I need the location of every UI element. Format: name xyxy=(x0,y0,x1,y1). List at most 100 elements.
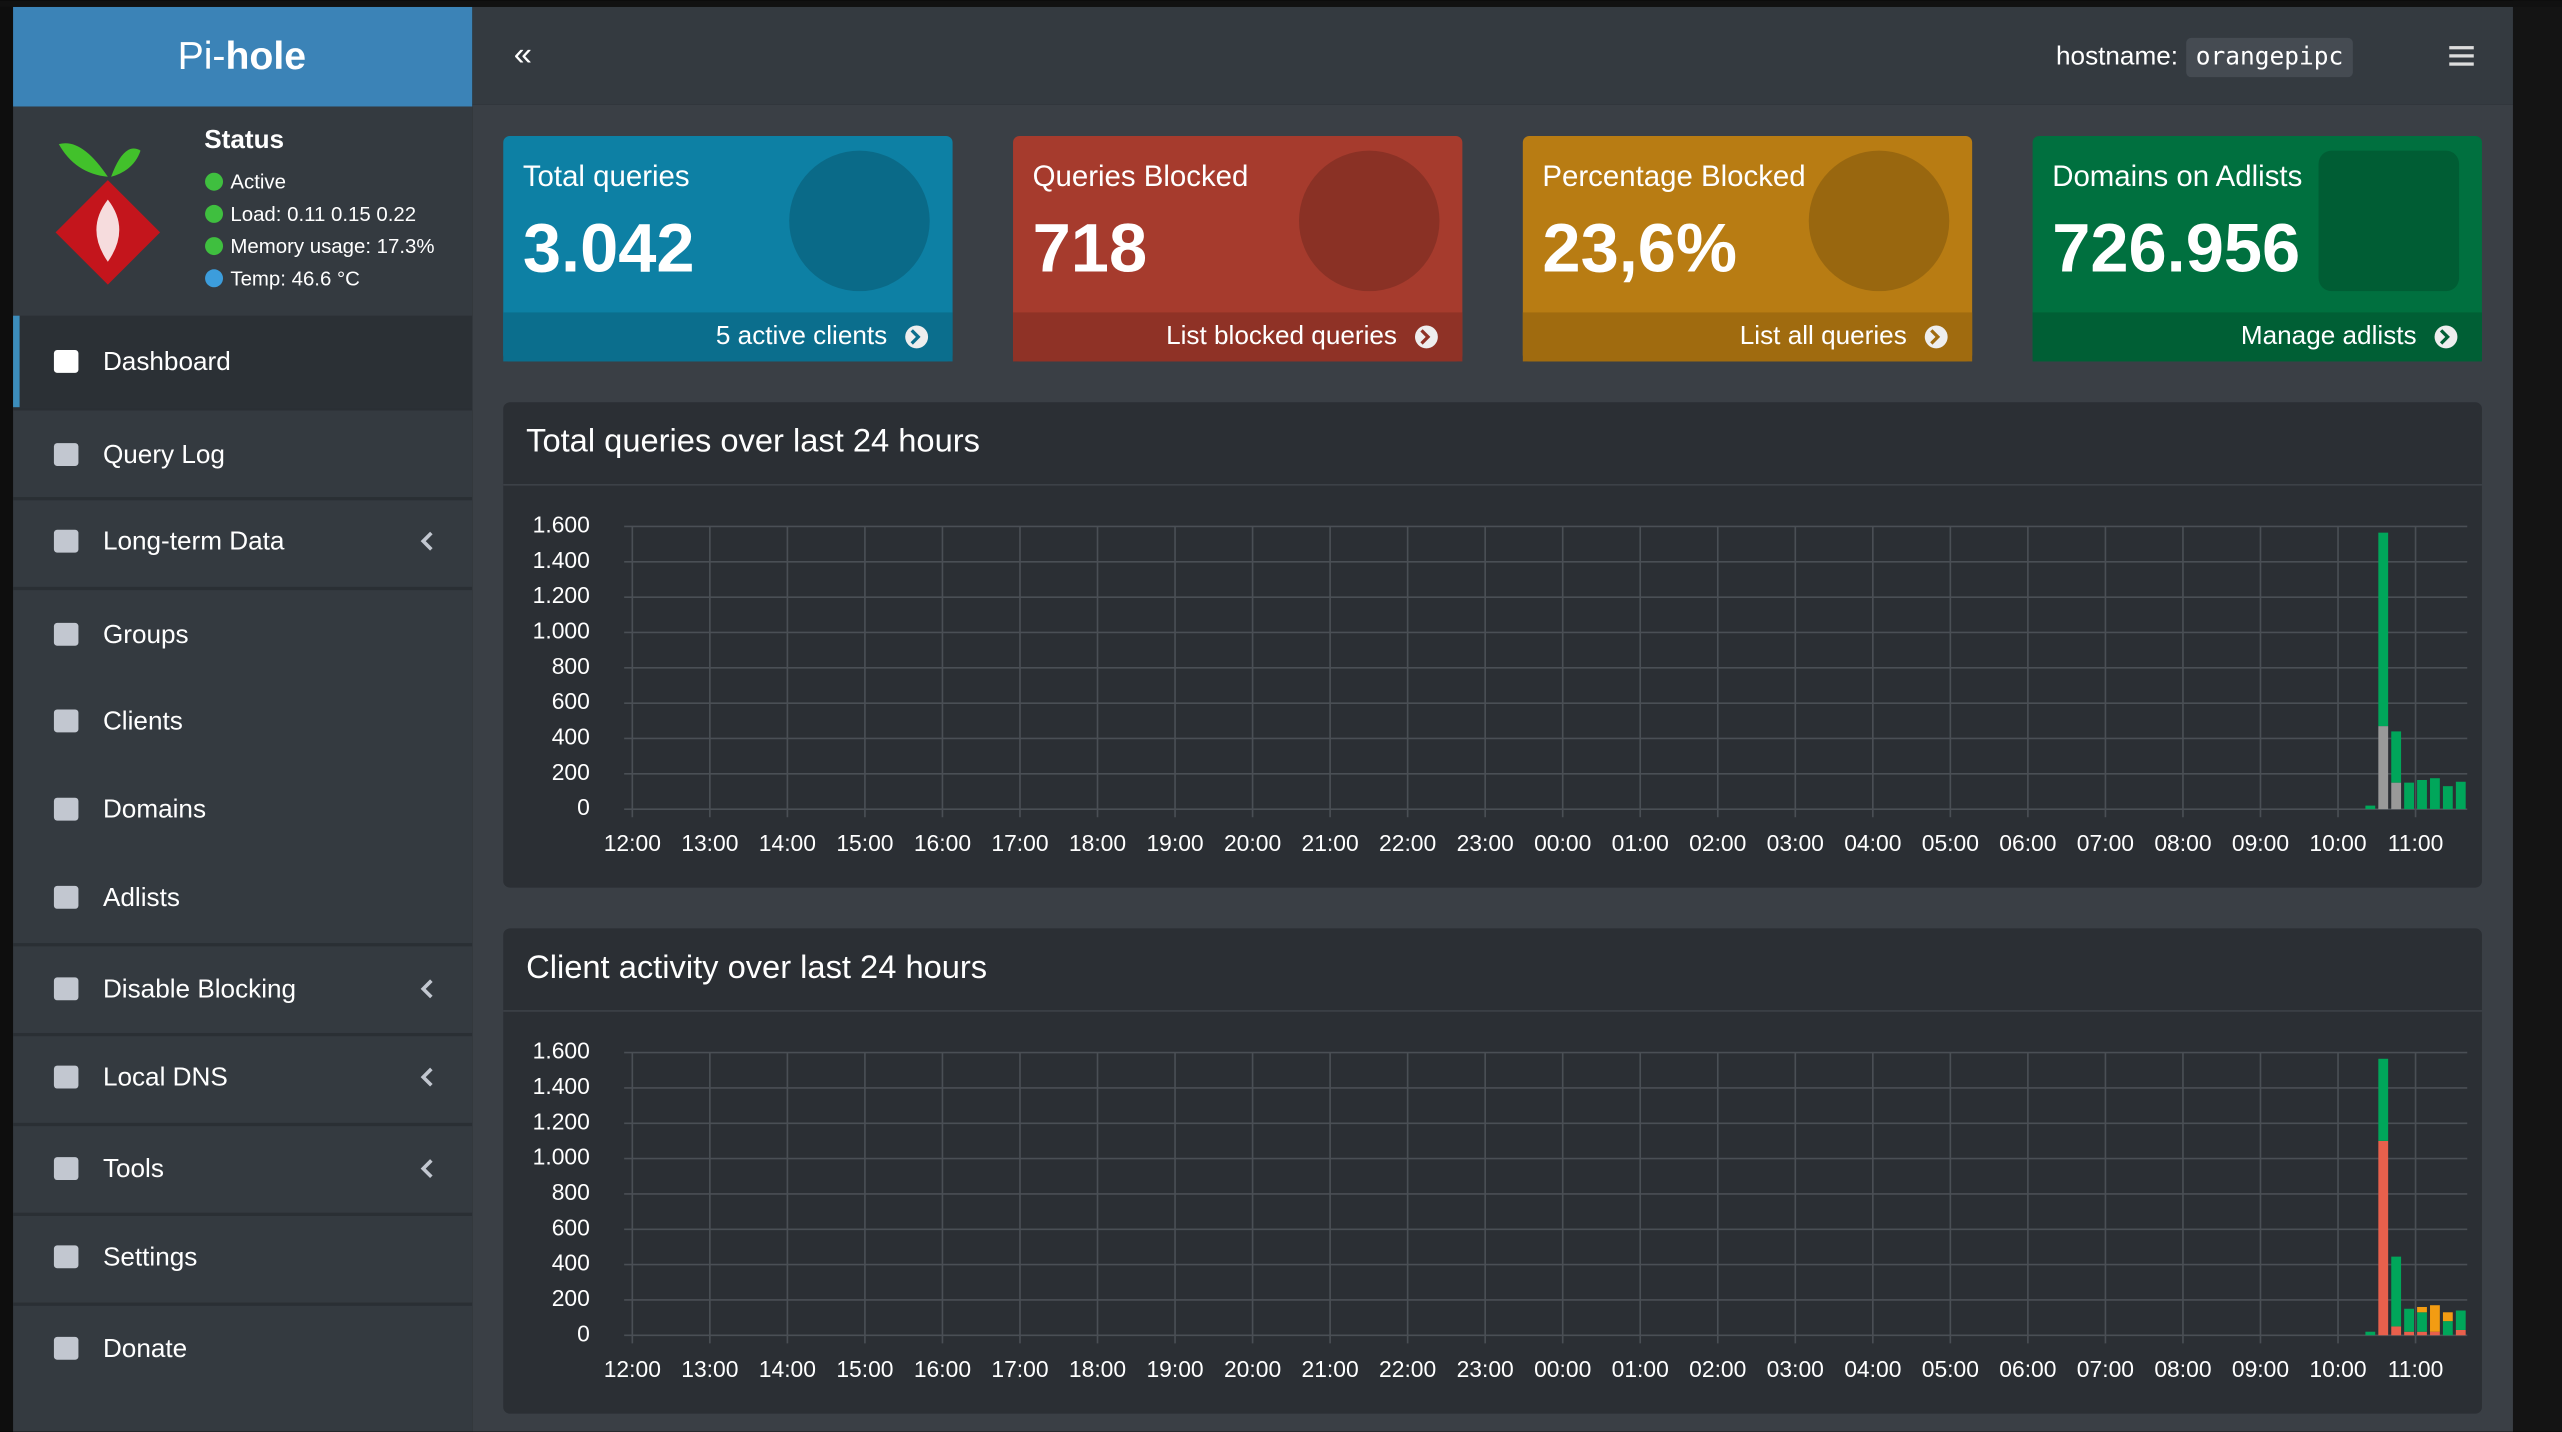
x-tick-label: 13:00 xyxy=(681,830,738,856)
card-link[interactable]: Manage adlists xyxy=(2241,320,2458,350)
status-dot xyxy=(205,204,224,223)
menu-item[interactable]: Adlists xyxy=(53,882,180,912)
status-dot xyxy=(205,237,224,256)
chevron xyxy=(420,531,433,551)
menu-icon xyxy=(53,350,79,373)
x-tick-label: 09:00 xyxy=(2232,830,2289,856)
menu-icon xyxy=(53,622,79,646)
menu-item[interactable]: Local DNS xyxy=(53,1062,433,1092)
x-tick-label: 02:00 xyxy=(1689,830,1746,856)
y-tick-label: 1.600 xyxy=(533,512,590,538)
hostname-label: hostname: xyxy=(2056,40,2178,70)
x-tick-label: 13:00 xyxy=(681,1356,738,1382)
separator xyxy=(13,1122,473,1127)
bar xyxy=(2391,1326,2402,1336)
x-tick-label: 03:00 xyxy=(1767,830,1824,856)
separator xyxy=(13,943,473,947)
status-item: Load: 0.11 0.15 0.22 xyxy=(230,204,416,226)
bar xyxy=(2442,1312,2453,1322)
menu-item[interactable]: Clients xyxy=(53,705,183,735)
y-tick-label: 400 xyxy=(552,724,590,750)
menu-item[interactable]: Query Log xyxy=(53,439,225,469)
menu-item[interactable]: Donate xyxy=(53,1333,187,1363)
active-bg xyxy=(13,315,473,408)
bar xyxy=(2449,62,2474,66)
x-tick-label: 17:00 xyxy=(991,1356,1048,1382)
menu-item[interactable]: Disable Blocking xyxy=(53,973,433,1003)
card-link-text: 5 active clients xyxy=(716,320,887,350)
box-divider xyxy=(503,483,2482,486)
y-tick-label: 600 xyxy=(552,1214,590,1240)
collapse-button[interactable]: « xyxy=(514,35,532,72)
link-arrow-head xyxy=(1930,329,1941,345)
status-dot xyxy=(205,269,224,288)
x-tick-label: 12:00 xyxy=(604,830,661,856)
x-tick-label: 16:00 xyxy=(914,1356,971,1382)
x-tick-label: 22:00 xyxy=(1379,1356,1436,1382)
card-link[interactable]: List all queries xyxy=(1740,320,1948,350)
x-tick-label: 05:00 xyxy=(1922,1356,1979,1382)
bar xyxy=(2404,1308,2414,1332)
bar xyxy=(2404,1331,2414,1336)
card-bg xyxy=(1013,135,1463,362)
card-title: Queries Blocked xyxy=(1033,160,1249,193)
menu-icon xyxy=(53,443,79,467)
x-tick-label: 06:00 xyxy=(1999,1356,2056,1382)
menu-item[interactable]: Groups xyxy=(53,619,189,649)
menu-label: Donate xyxy=(103,1333,187,1363)
x-tick-label: 02:00 xyxy=(1689,1356,1746,1382)
menu-label: Long-term Data xyxy=(103,526,285,556)
card-bg xyxy=(2032,135,2482,362)
bar xyxy=(2378,726,2389,810)
x-tick-label: 05:00 xyxy=(1922,830,1979,856)
card-icon xyxy=(1298,150,1440,292)
card-footer xyxy=(1013,312,1463,362)
menu-icon xyxy=(53,1065,79,1089)
x-tick-label: 14:00 xyxy=(759,830,816,856)
bar xyxy=(2417,1306,2427,1313)
bar xyxy=(2455,1329,2466,1336)
x-tick-label: 04:00 xyxy=(1844,1356,1901,1382)
menu-icon xyxy=(53,797,79,821)
menu-item[interactable]: Settings xyxy=(53,1241,197,1271)
chevron xyxy=(420,1159,433,1179)
x-tick-label: 21:00 xyxy=(1302,830,1359,856)
y-tick-label: 1.000 xyxy=(533,1144,590,1170)
x-tick-label: 04:00 xyxy=(1844,830,1901,856)
x-tick-label: 07:00 xyxy=(2077,1356,2134,1382)
menu-item[interactable]: Tools xyxy=(53,1153,433,1183)
hostname-box xyxy=(2186,37,2353,78)
x-tick-label: 17:00 xyxy=(991,830,1048,856)
menu-toggle[interactable] xyxy=(2449,46,2474,66)
status-title: Status xyxy=(204,124,284,154)
y-tick-label: 0 xyxy=(577,794,590,820)
card-link[interactable]: 5 active clients xyxy=(716,320,929,350)
menu-item[interactable]: Dashboard xyxy=(13,315,473,408)
berry-mark xyxy=(96,199,120,262)
menu-label: Local DNS xyxy=(103,1062,228,1092)
separator xyxy=(13,1212,473,1216)
menu-icon xyxy=(53,1336,79,1360)
menu-item[interactable]: Domains xyxy=(53,794,206,824)
chevron xyxy=(420,979,433,999)
bar xyxy=(2417,1331,2427,1336)
x-tick-label: 15:00 xyxy=(836,830,893,856)
chart-box: Client activity over last 24 hours 0 200 40… xyxy=(503,928,2482,1414)
x-tick-label: 08:00 xyxy=(2154,830,2211,856)
card-title: Percentage Blocked xyxy=(1542,160,1805,193)
menu-item[interactable]: Long-term Data xyxy=(53,526,433,556)
x-tick-label: 11:00 xyxy=(2388,1356,2444,1382)
menu-label: Clients xyxy=(103,705,183,735)
x-tick-label: 06:00 xyxy=(1999,830,2056,856)
menu-icon xyxy=(53,1157,79,1181)
card-link[interactable]: List blocked queries xyxy=(1166,320,1438,350)
chevron xyxy=(420,1067,433,1087)
y-tick-label: 1.200 xyxy=(533,1108,590,1134)
bar xyxy=(2391,782,2402,810)
y-tick-label: 1.400 xyxy=(533,547,590,573)
x-tick-label: 19:00 xyxy=(1146,830,1203,856)
logo-box xyxy=(13,6,473,107)
card-value: 726.956 xyxy=(2052,210,2300,287)
menu-icon xyxy=(53,529,79,553)
y-tick-label: 600 xyxy=(552,688,590,714)
